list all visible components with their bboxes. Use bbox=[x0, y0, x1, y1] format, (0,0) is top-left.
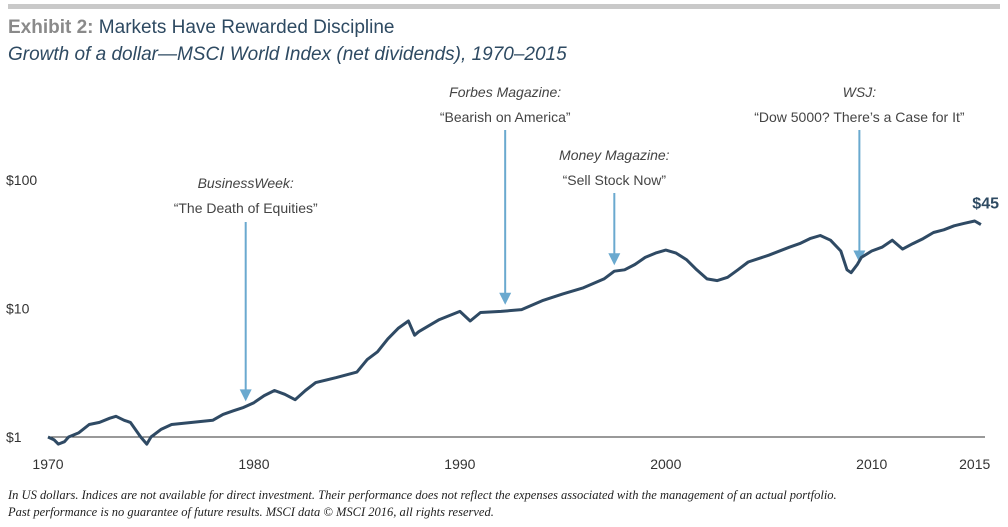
footnote-2: Past performance is no guarantee of futu… bbox=[8, 505, 494, 519]
x-tick-label: 1980 bbox=[238, 456, 269, 472]
top-rule bbox=[8, 4, 1000, 9]
chart-subtitle: Growth of a dollar—MSCI World Index (net… bbox=[8, 44, 567, 65]
footnote-1: In US dollars. Indices are not available… bbox=[8, 488, 837, 502]
annotation-headline: “Sell Stock Now” bbox=[563, 172, 667, 188]
annotation-source: WSJ: bbox=[843, 84, 877, 100]
x-tick-label: 2015 bbox=[959, 456, 990, 472]
y-tick-label: $10 bbox=[6, 301, 30, 317]
chart-axes: 1970 1980 1990 2000 2010 2015 $1 $10 $100 bbox=[6, 172, 990, 472]
y-tick-label: $1 bbox=[6, 429, 22, 445]
annotation-source: BusinessWeek: bbox=[198, 175, 294, 191]
x-tick-label: 2000 bbox=[650, 456, 681, 472]
x-tick-label: 1990 bbox=[444, 456, 475, 472]
annotation-source: Money Magazine: bbox=[559, 147, 670, 163]
annotation-arrow-head bbox=[239, 389, 252, 402]
x-tick-label: 2010 bbox=[856, 456, 887, 472]
chart-annotations: BusinessWeek: “The Death of Equities” Forb… bbox=[174, 84, 965, 402]
exhibit-title-text: Markets Have Rewarded Discipline bbox=[98, 17, 395, 38]
x-tick-label: 1970 bbox=[32, 456, 63, 472]
end-value-label: $45 bbox=[972, 196, 999, 213]
chart-plot-area: $45 bbox=[47, 196, 999, 446]
annotation-headline: “The Death of Equities” bbox=[174, 200, 318, 216]
y-tick-label: $100 bbox=[6, 172, 37, 188]
annotation-arrow-head bbox=[853, 250, 866, 263]
series-line bbox=[47, 219, 982, 446]
annotation-headline: “Dow 5000? There’s a Case for It” bbox=[754, 109, 965, 125]
annotation-arrow-head bbox=[499, 292, 512, 305]
annotation-headline: “Bearish on America” bbox=[440, 109, 571, 125]
annotation-arrow-head bbox=[608, 253, 621, 266]
exhibit-title: Exhibit 2: Markets Have Rewarded Discipl… bbox=[8, 17, 394, 39]
exhibit-label: Exhibit 2: bbox=[8, 17, 94, 38]
annotation-source: Forbes Magazine: bbox=[449, 84, 561, 100]
